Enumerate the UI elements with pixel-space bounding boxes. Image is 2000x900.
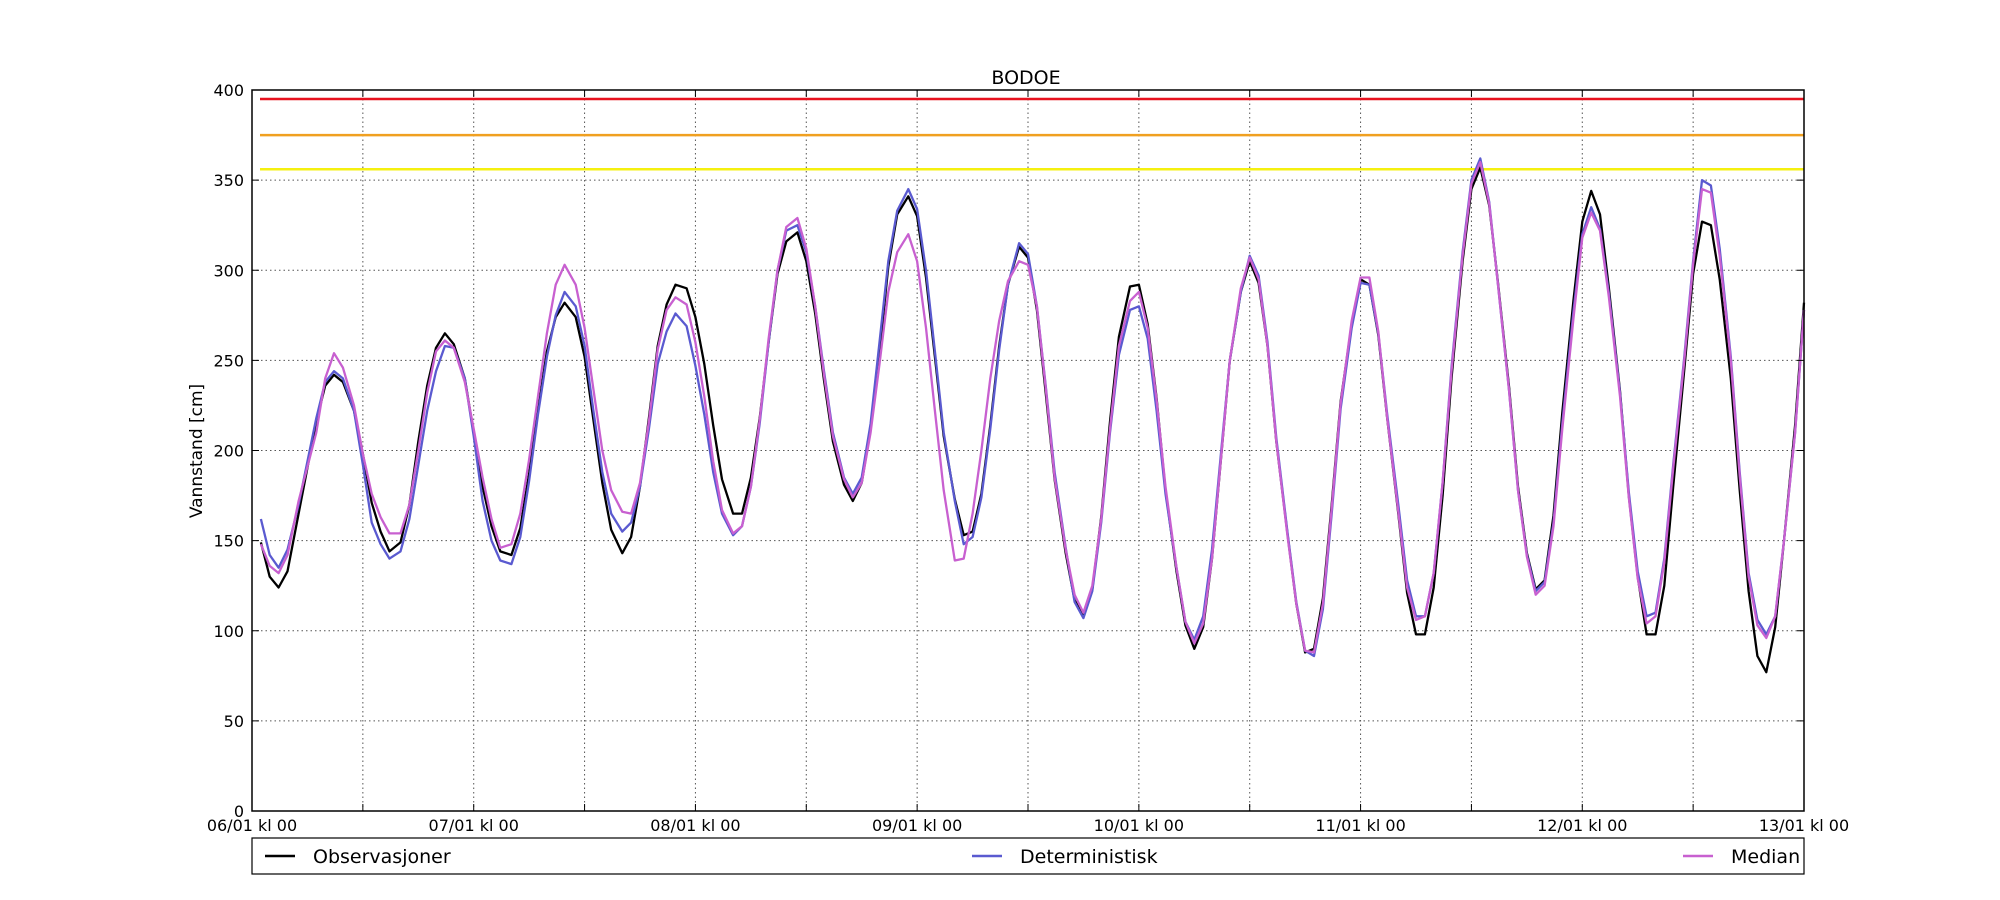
legend-label: Deterministisk	[1020, 846, 1158, 868]
x-tick-label: 12/01 kl 00	[1537, 816, 1627, 835]
y-tick-label: 50	[224, 712, 244, 731]
y-axis-ticks: 0 50 100 150 200 250 300 350 400	[213, 81, 1804, 821]
legend-label: Median	[1731, 846, 1800, 868]
y-tick-label: 250	[213, 351, 244, 370]
x-tick-label: 11/01 kl 00	[1315, 816, 1405, 835]
legend: Observasjoner Deterministisk Median	[251, 837, 1805, 875]
y-tick-label: 150	[213, 532, 244, 551]
legend-frame	[251, 837, 1805, 875]
x-axis-ticks: 06/01 kl 00 07/01 kl 00 08/01 kl 00 09/01 k…	[207, 90, 1849, 835]
series-layer	[259, 157, 1806, 674]
y-tick-label: 300	[213, 261, 244, 280]
y-axis-label: Vannstand [cm]	[187, 384, 207, 518]
x-tick-label: 08/01 kl 00	[650, 816, 740, 835]
legend-label: Observasjoner	[313, 846, 451, 868]
threshold-lines	[260, 97, 1804, 171]
y-tick-label: 350	[213, 171, 244, 190]
y-tick-label: 400	[213, 81, 244, 100]
y-tick-label: 0	[234, 802, 244, 821]
x-tick-label: 07/01 kl 00	[429, 816, 519, 835]
y-tick-label: 200	[213, 442, 244, 461]
x-tick-label: 09/01 kl 00	[872, 816, 962, 835]
x-tick-label: 06/01 kl 00	[207, 816, 297, 835]
x-tick-label: 13/01 kl 00	[1759, 816, 1849, 835]
x-tick-label: 10/01 kl 00	[1094, 816, 1184, 835]
legend-items: Observasjoner Deterministisk Median	[265, 846, 1800, 868]
series-line-median	[259, 160, 1806, 654]
chart-title: BODOE	[991, 67, 1060, 89]
y-tick-label: 100	[213, 622, 244, 641]
